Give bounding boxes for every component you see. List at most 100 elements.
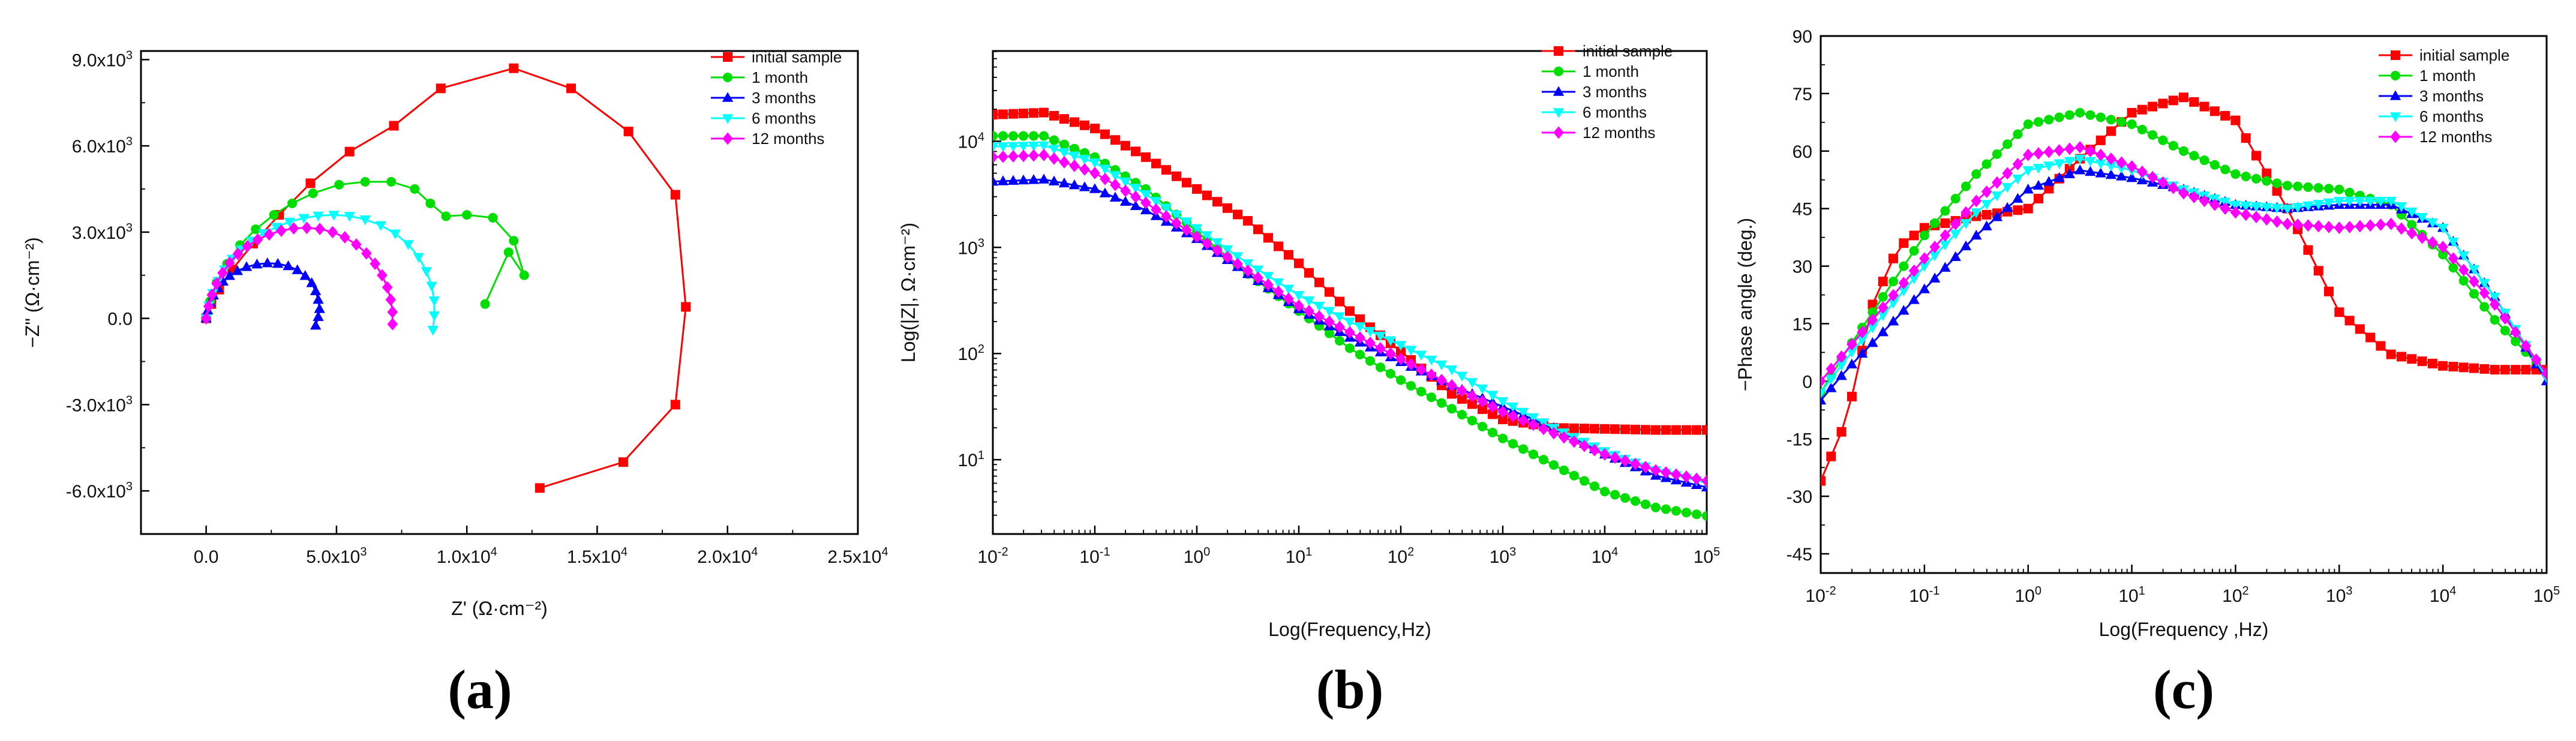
data-point [1008, 150, 1019, 163]
legend-marker [722, 114, 734, 124]
data-point [1457, 410, 1467, 420]
data-point [1620, 454, 1631, 467]
data-point [1090, 124, 1100, 134]
data-point [2053, 159, 2065, 169]
data-point [1467, 399, 1477, 409]
data-point [1580, 424, 1589, 434]
data-point [1877, 326, 1889, 337]
data-point [1243, 216, 1253, 226]
data-point [1488, 427, 1497, 437]
data-point [1028, 149, 1039, 162]
data-point [1671, 506, 1681, 516]
data-point [2034, 117, 2043, 127]
data-point [2147, 170, 2158, 184]
data-point [998, 150, 1008, 163]
y-tick-label-exponent: 3 [126, 135, 133, 148]
data-point [2510, 326, 2521, 338]
legend-label: 3 months [2419, 87, 2484, 105]
plot-frame [140, 50, 859, 535]
data-point [1170, 211, 1182, 221]
data-point [2148, 101, 2158, 112]
data-point [2334, 221, 2345, 235]
data-point [2179, 92, 2188, 103]
legend-label: 6 months [2419, 107, 2484, 125]
series-6-months [993, 141, 1707, 489]
data-point [2458, 362, 2469, 373]
y-tick-label-text: 10 [958, 132, 978, 152]
data-point [2209, 160, 2220, 170]
data-point [1406, 358, 1416, 371]
data-point [2209, 198, 2220, 211]
data-point [1181, 217, 1193, 227]
data-point [1079, 181, 1091, 191]
data-point [232, 265, 243, 275]
data-point [2324, 184, 2334, 194]
x-tick-label-exponent: 5 [2553, 584, 2560, 598]
data-point [1099, 164, 1111, 175]
data-point [2013, 129, 2023, 139]
x-tick-label-text: 10 [1286, 547, 1305, 567]
data-point [2230, 115, 2241, 125]
data-point [1981, 159, 1992, 169]
data-point [1909, 230, 1919, 241]
data-point [2013, 205, 2023, 215]
x-tick-label-text: 10 [1805, 586, 1825, 606]
data-point [998, 131, 1008, 141]
data-point [2417, 356, 2427, 367]
data-point [1323, 307, 1335, 317]
data-point [1344, 317, 1356, 328]
data-point [2002, 167, 2013, 180]
data-point [1048, 175, 1060, 186]
data-point [2489, 298, 2500, 311]
x-tick-label-exponent: 4 [2449, 584, 2456, 598]
data-point [2490, 315, 2500, 325]
data-point [1345, 306, 1355, 316]
data-point [1283, 292, 1294, 305]
data-point [328, 211, 340, 221]
panel-label-c: (c) [2153, 659, 2214, 720]
data-point [1889, 277, 1898, 287]
series-line [205, 67, 687, 489]
data-point [298, 214, 310, 224]
legend-label: initial sample [2419, 46, 2509, 64]
data-point [1467, 416, 1477, 426]
data-point [1436, 374, 1447, 386]
x-tick-label: 2.5x104 [827, 545, 888, 567]
data-point [1971, 169, 1981, 179]
x-tick-label-exponent: 1 [2139, 584, 2145, 598]
data-point [2541, 367, 2547, 380]
data-point [1304, 305, 1314, 317]
data-point [1856, 335, 1868, 346]
data-point [1089, 183, 1101, 193]
data-point [1836, 350, 1847, 363]
data-point [2385, 217, 2397, 230]
data-point [1334, 320, 1345, 334]
x-tick-label-text: 5.0x10 [306, 547, 360, 567]
data-point [292, 264, 303, 274]
data-point [503, 247, 514, 257]
data-point [1580, 476, 1589, 486]
data-point [1294, 258, 1304, 268]
data-point [1222, 251, 1233, 263]
data-point [1498, 414, 1508, 424]
data-point [1385, 347, 1396, 360]
data-point [1038, 148, 1049, 161]
data-point [1877, 311, 1889, 321]
data-point [1212, 244, 1223, 257]
data-point [1457, 394, 1467, 404]
legend-label: initial sample [1583, 42, 1673, 60]
data-point [2521, 365, 2531, 375]
series-initial-sample [201, 63, 691, 493]
data-point [1919, 223, 1929, 233]
data-point [993, 151, 998, 164]
data-point [241, 261, 253, 271]
data-point [1456, 371, 1468, 382]
legend-label: 3 months [1583, 83, 1647, 101]
data-point [2220, 164, 2230, 175]
data-point [2500, 312, 2511, 325]
data-point [1396, 346, 1406, 356]
data-point [2416, 212, 2428, 223]
x-tick-label: 105 [2533, 584, 2560, 606]
plot-area [1821, 92, 2547, 486]
data-point [2012, 175, 2023, 185]
